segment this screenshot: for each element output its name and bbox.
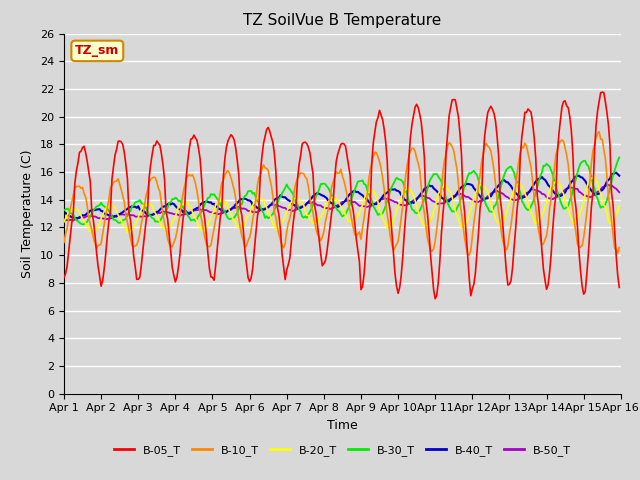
Text: TZ_sm: TZ_sm [75, 44, 120, 58]
X-axis label: Time: Time [327, 419, 358, 432]
Title: TZ SoilVue B Temperature: TZ SoilVue B Temperature [243, 13, 442, 28]
Y-axis label: Soil Temperature (C): Soil Temperature (C) [22, 149, 35, 278]
Legend: B-05_T, B-10_T, B-20_T, B-30_T, B-40_T, B-50_T: B-05_T, B-10_T, B-20_T, B-30_T, B-40_T, … [109, 440, 575, 460]
